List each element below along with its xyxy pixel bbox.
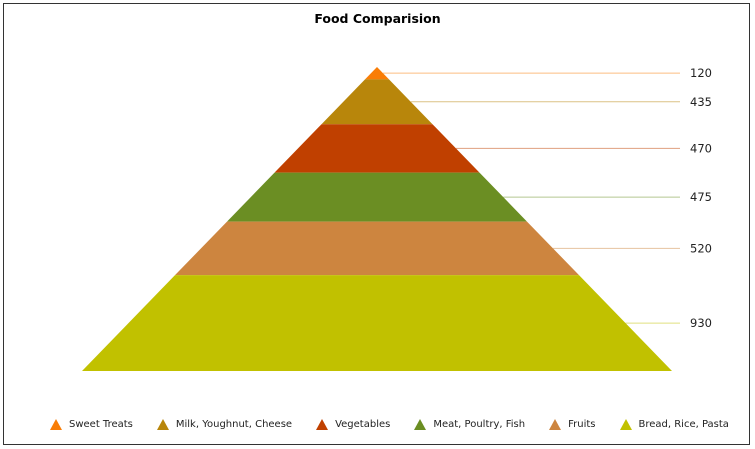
data-label: 475	[690, 190, 712, 204]
legend-label: Fruits	[568, 419, 596, 430]
legend-item[interactable]: Meat, Poultry, Fish	[414, 419, 525, 430]
legend-label: Milk, Youghnut, Cheese	[175, 419, 293, 430]
triangle-icon	[156, 419, 169, 430]
legend-label: Vegetables	[335, 419, 391, 430]
legend-label: Bread, Rice, Pasta	[638, 419, 729, 430]
pyramid-segment	[321, 79, 433, 125]
legend: Sweet Treats Milk, Youghnut, Cheese Vegeta…	[50, 419, 753, 430]
legend-item[interactable]: Fruits	[549, 419, 596, 430]
triangle-icon	[549, 419, 562, 430]
triangle-icon	[316, 419, 329, 430]
pyramid-segment	[365, 67, 389, 80]
legend-item[interactable]: Sweet Treats	[50, 419, 133, 430]
triangle-icon	[619, 419, 632, 430]
pyramid-segment	[274, 124, 480, 173]
legend-item[interactable]: Vegetables	[316, 419, 390, 430]
chart-title: Food Comparision	[314, 11, 441, 26]
data-label: 120	[690, 66, 712, 80]
legend-item[interactable]: Bread, Rice, Pasta	[619, 419, 729, 430]
data-label: 930	[690, 316, 712, 330]
pyramid-segment	[82, 275, 672, 371]
chart-frame	[3, 3, 750, 445]
triangle-icon	[50, 419, 62, 430]
pyramid-segment	[227, 172, 527, 222]
data-label: 520	[690, 241, 712, 255]
triangle-icon	[414, 419, 427, 430]
data-label: 435	[690, 95, 712, 109]
data-label: 470	[690, 141, 712, 155]
legend-item[interactable]: Milk, Youghnut, Cheese	[156, 419, 293, 430]
legend-label: Meat, Poultry, Fish	[433, 419, 526, 430]
legend-label: Sweet Treats	[69, 419, 133, 430]
pyramid-segment	[175, 221, 579, 276]
